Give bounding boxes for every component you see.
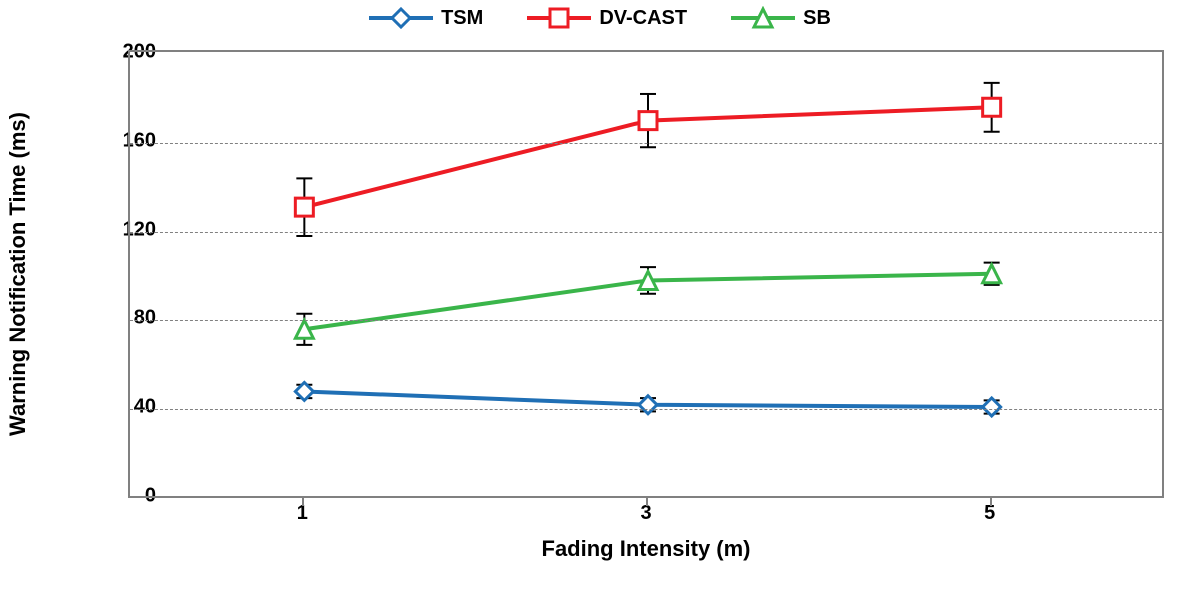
x-axis-label: Fading Intensity (m) (542, 536, 751, 562)
legend-swatch-icon (527, 6, 591, 30)
legend-swatch-icon (731, 6, 795, 30)
marker-square-icon (983, 98, 1001, 116)
legend-item-SB: SB (731, 6, 831, 30)
gridline (130, 320, 1162, 321)
legend: TSM DV-CAST SB (0, 6, 1200, 30)
y-axis-label: Warning Notification Time (ms) (5, 112, 31, 436)
legend-item-DV-CAST: DV-CAST (527, 6, 687, 30)
gridline (130, 409, 1162, 410)
plot-area (128, 50, 1164, 498)
legend-item-TSM: TSM (369, 6, 483, 30)
chart-container: TSMDV-CASTSB 04080120160200 135 Warning … (0, 0, 1200, 596)
legend-label: DV-CAST (599, 7, 687, 30)
gridline (130, 232, 1162, 233)
legend-swatch-icon (369, 6, 433, 30)
plot-svg (130, 52, 1166, 500)
marker-square-icon (639, 112, 657, 130)
gridline (130, 143, 1162, 144)
marker-square-icon (295, 198, 313, 216)
legend-label: TSM (441, 7, 483, 30)
legend-label: SB (803, 7, 831, 30)
